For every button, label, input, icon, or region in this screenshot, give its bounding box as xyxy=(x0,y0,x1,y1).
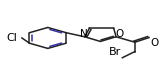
Text: O: O xyxy=(115,29,123,39)
Text: Cl: Cl xyxy=(6,33,17,43)
Text: Br: Br xyxy=(109,47,121,57)
Text: O: O xyxy=(151,38,159,48)
Text: N: N xyxy=(80,29,88,39)
